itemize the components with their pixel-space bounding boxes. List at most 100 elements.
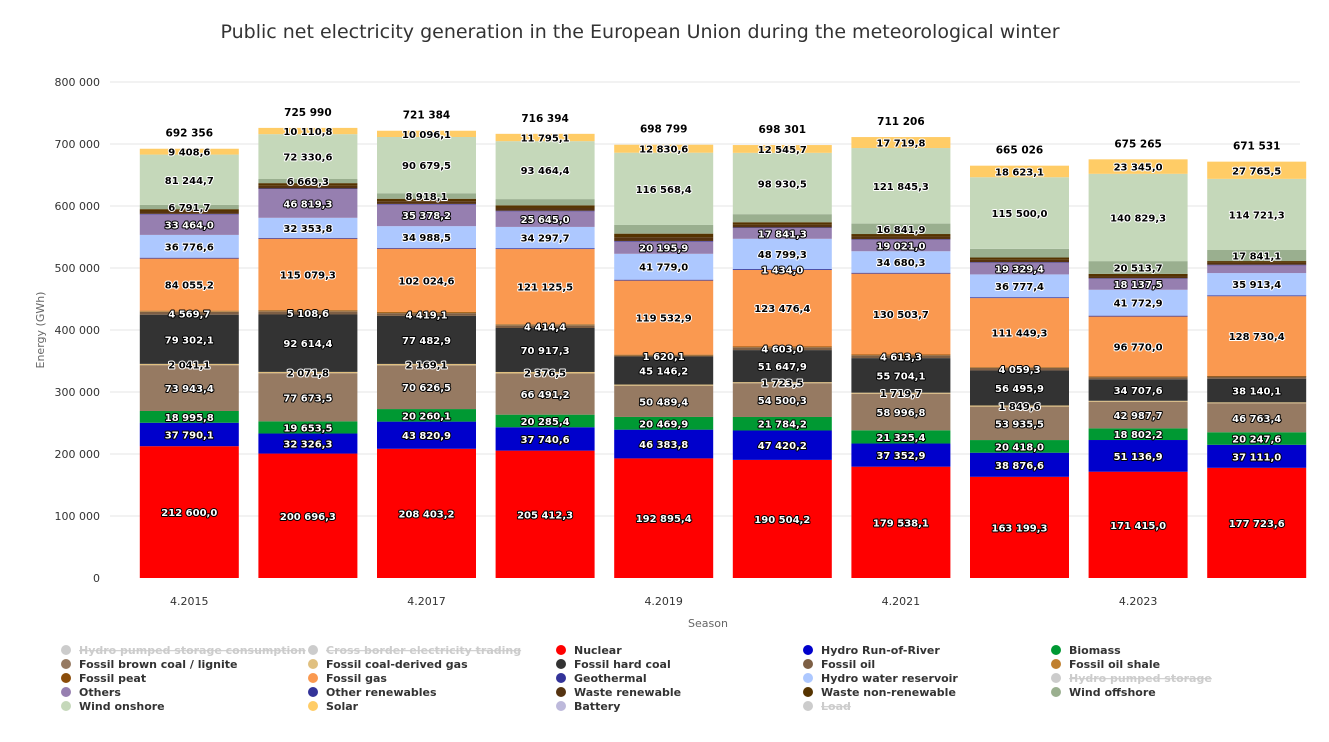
bar-segment[interactable]	[732, 416, 832, 431]
bar-segment[interactable]	[851, 393, 951, 431]
bar-segment[interactable]	[1207, 273, 1307, 296]
bar-segment[interactable]	[970, 370, 1069, 406]
legend-label[interactable]: Fossil hard coal	[574, 658, 671, 671]
legend-item[interactable]: Biomass	[1051, 644, 1121, 657]
bar-segment[interactable]	[258, 433, 358, 454]
bar-segment[interactable]	[970, 165, 1069, 178]
bar-segment[interactable]	[970, 367, 1069, 368]
bar-segment[interactable]	[970, 262, 1069, 263]
legend-label[interactable]: Hydro pumped storage	[1069, 672, 1212, 685]
bar-segment[interactable]	[139, 422, 239, 447]
bar-segment[interactable]	[495, 207, 595, 211]
bar-segment[interactable]	[1088, 316, 1188, 377]
bar-segment[interactable]	[258, 188, 358, 218]
bar-segment[interactable]	[1207, 261, 1307, 263]
bar-segment[interactable]	[970, 248, 1069, 258]
bar-segment[interactable]	[970, 297, 1069, 299]
legend-item[interactable]: Cross border electricity trading	[308, 644, 521, 657]
legend-item[interactable]: Fossil gas	[308, 672, 387, 685]
bar-segment[interactable]	[258, 127, 358, 135]
bar-segment[interactable]	[1088, 401, 1188, 429]
bar-segment[interactable]	[139, 311, 239, 312]
legend-label[interactable]: Fossil oil shale	[1069, 658, 1160, 671]
bar-segment[interactable]	[1088, 159, 1188, 174]
legend-label[interactable]: Nuclear	[574, 644, 622, 657]
bar-segment[interactable]	[732, 222, 832, 225]
bar-segment[interactable]	[139, 410, 239, 423]
legend-label[interactable]: Load	[821, 700, 851, 713]
bar-segment[interactable]	[1207, 264, 1307, 266]
bar-segment[interactable]	[851, 354, 951, 356]
legend-label[interactable]: Hydro pumped storage consumption	[79, 644, 306, 657]
bar-segment[interactable]	[258, 237, 358, 239]
legend-item[interactable]: Hydro water reservoir	[803, 672, 958, 685]
bar-segment[interactable]	[1088, 379, 1188, 401]
bar-segment[interactable]	[970, 262, 1069, 275]
bar-segment[interactable]	[732, 269, 832, 347]
bar-segment[interactable]	[377, 198, 476, 202]
bar-segment[interactable]	[258, 188, 358, 189]
bar-segment[interactable]	[851, 273, 951, 355]
bar-segment[interactable]	[614, 241, 714, 254]
bar-segment[interactable]	[139, 209, 239, 212]
bar-segment[interactable]	[1088, 315, 1188, 317]
bar-segment[interactable]	[1207, 376, 1307, 377]
legend-label[interactable]: Wind onshore	[79, 700, 165, 713]
bar-segment[interactable]	[1207, 467, 1307, 578]
legend-label[interactable]: Battery	[574, 700, 620, 713]
bar-segment[interactable]	[139, 148, 239, 155]
bar-segment[interactable]	[139, 234, 239, 258]
bar-segment[interactable]	[377, 193, 476, 199]
bar-segment[interactable]	[614, 384, 714, 386]
bar-segment[interactable]	[1207, 262, 1307, 265]
legend-item[interactable]: Battery	[556, 700, 620, 713]
legend-item[interactable]: Fossil oil shale	[1051, 658, 1160, 671]
bar-segment[interactable]	[1207, 376, 1307, 379]
bar-segment[interactable]	[1088, 278, 1188, 279]
bar-segment[interactable]	[377, 201, 476, 204]
bar-segment[interactable]	[1088, 428, 1188, 441]
legend-item[interactable]: Load	[803, 700, 851, 713]
bar-segment[interactable]	[1088, 377, 1188, 380]
bar-segment[interactable]	[1207, 403, 1307, 433]
bar-segment[interactable]	[732, 152, 832, 215]
legend-label[interactable]: Hydro water reservoir	[821, 672, 958, 685]
legend-label[interactable]: Fossil oil	[821, 658, 875, 671]
bar-segment[interactable]	[139, 154, 239, 205]
bar-segment[interactable]	[1207, 402, 1307, 404]
bar-segment[interactable]	[139, 310, 239, 312]
legend-item[interactable]: Fossil peat	[61, 672, 146, 685]
legend-label[interactable]: Hydro Run-of-River	[821, 644, 940, 657]
bar-segment[interactable]	[614, 354, 714, 356]
legend-item[interactable]: Waste renewable	[556, 686, 681, 699]
bar-segment[interactable]	[495, 210, 595, 212]
bar-segment[interactable]	[851, 272, 951, 274]
bar-segment[interactable]	[377, 312, 476, 314]
bar-segment[interactable]	[495, 427, 595, 451]
bar-segment[interactable]	[139, 258, 239, 311]
legend-label[interactable]: Fossil peat	[79, 672, 146, 685]
bar-segment[interactable]	[139, 211, 239, 214]
bar-segment[interactable]	[614, 152, 714, 225]
bar-segment[interactable]	[377, 313, 476, 316]
bar-segment[interactable]	[970, 367, 1069, 371]
bar-segment[interactable]	[495, 141, 595, 200]
bar-segment[interactable]	[732, 269, 832, 270]
bar-segment[interactable]	[139, 257, 239, 259]
bar-segment[interactable]	[495, 450, 595, 578]
bar-segment[interactable]	[614, 237, 714, 241]
bar-segment[interactable]	[732, 346, 832, 348]
bar-segment[interactable]	[1207, 295, 1307, 297]
bar-segment[interactable]	[851, 234, 951, 237]
bar-segment[interactable]	[851, 148, 951, 224]
legend-label[interactable]: Cross border electricity trading	[326, 644, 521, 657]
bar-segment[interactable]	[970, 298, 1069, 368]
bar-segment[interactable]	[614, 233, 714, 238]
bar-segment[interactable]	[970, 177, 1069, 249]
legend-item[interactable]: Fossil coal-derived gas	[308, 658, 468, 671]
bar-segment[interactable]	[851, 251, 951, 273]
bar-segment[interactable]	[732, 383, 832, 417]
bar-segment[interactable]	[377, 247, 476, 249]
bar-segment[interactable]	[732, 430, 832, 460]
bar-segment[interactable]	[495, 414, 595, 428]
